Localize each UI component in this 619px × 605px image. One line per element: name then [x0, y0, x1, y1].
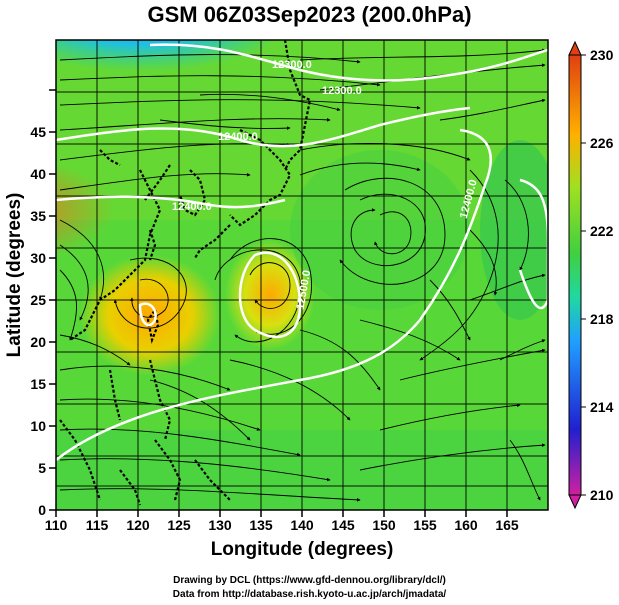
colorbar-top-arrow	[568, 40, 582, 56]
colorbar-label: 210	[590, 487, 614, 503]
y-tick-label: 30	[30, 250, 46, 266]
coastlines	[59, 40, 312, 506]
x-tick-label: 135	[249, 517, 273, 533]
contour-label: 12400.0	[218, 131, 258, 143]
colorbar-label: 226	[590, 135, 614, 151]
x-tick-label: 165	[495, 517, 519, 533]
colorbar-label: 222	[590, 223, 614, 239]
y-tick-label: 25	[30, 292, 46, 308]
y-tick-labels: 0 5 10 15 20 25 30 35 40 45	[30, 124, 46, 518]
x-tick-label: 150	[372, 517, 396, 533]
x-tick-label: 155	[413, 517, 437, 533]
x-tick-label: 145	[331, 517, 355, 533]
y-tick-label: 0	[38, 502, 46, 518]
colorbar-label: 230	[590, 47, 614, 63]
x-tick-label: 115	[86, 517, 109, 533]
x-tick-label: 125	[167, 517, 191, 533]
credit-drawing: Drawing by DCL (https://www.gfd-dennou.o…	[173, 575, 446, 586]
y-tick-label: 40	[30, 166, 46, 182]
y-axis-title: Latitude (degrees)	[4, 193, 25, 358]
y-tick-label: 45	[30, 124, 46, 140]
axis-ticks	[49, 89, 508, 517]
y-tick-label: 15	[30, 376, 46, 392]
x-tick-label: 140	[290, 517, 314, 533]
x-tick-label: 160	[454, 517, 478, 533]
x-axis-title: Longitude (degrees)	[211, 539, 394, 560]
contour-label: 12400.0	[172, 201, 212, 213]
x-tick-labels: 110 115 120 125 130 135 140 145 150 155 …	[45, 517, 519, 533]
x-tick-label: 110	[45, 517, 68, 533]
map-title: GSM 06Z03Sep2023 (200.0hPa)	[147, 2, 472, 27]
colorbar-scale	[568, 54, 582, 496]
colorbar-bottom-arrow	[568, 494, 582, 510]
y-tick-label: 5	[38, 460, 46, 476]
colorbar: 230 226 222 218 214 210	[568, 40, 614, 510]
colorbar-label: 214	[590, 399, 614, 415]
y-tick-label: 10	[30, 418, 46, 434]
y-tick-label: 20	[30, 334, 46, 350]
x-tick-label: 130	[208, 517, 232, 533]
contour-label: 12300.0	[272, 59, 312, 71]
y-tick-label: 35	[30, 208, 46, 224]
temperature-field	[56, 40, 548, 510]
colorbar-label: 218	[590, 311, 614, 327]
height-contours	[56, 43, 548, 461]
credit-data-source: Data from http://database.rish.kyoto-u.a…	[172, 589, 447, 600]
contour-label: 12300.0	[322, 85, 362, 97]
x-tick-label: 120	[126, 517, 150, 533]
